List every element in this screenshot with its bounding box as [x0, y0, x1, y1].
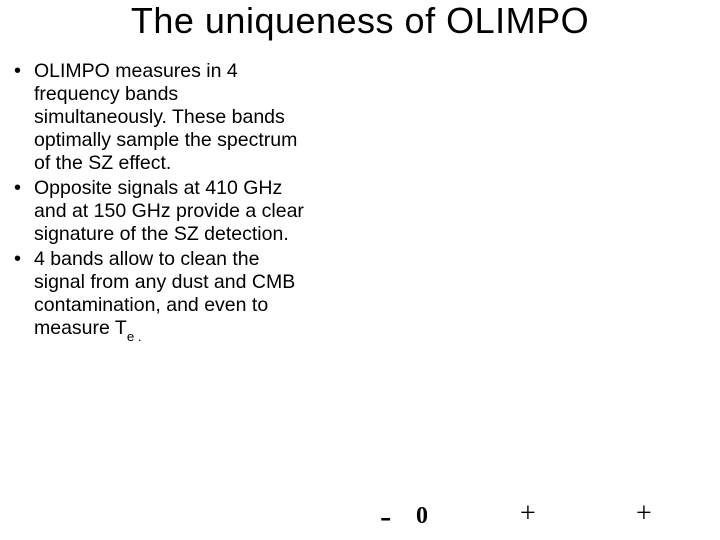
- bullet-text: OLIMPO measures in 4 frequency bands sim…: [34, 60, 297, 174]
- slide: The uniqueness of OLIMPO OLIMPO measures…: [0, 0, 720, 540]
- list-item: OLIMPO measures in 4 frequency bands sim…: [12, 60, 308, 175]
- plus-symbol: +: [520, 498, 536, 530]
- list-item: Opposite signals at 410 GHz and at 150 G…: [12, 177, 308, 246]
- subscript-Te: e .: [127, 329, 142, 344]
- minus-symbol: -: [380, 504, 391, 530]
- list-item: 4 bands allow to clean the signal from a…: [12, 248, 308, 343]
- slide-title: The uniqueness of OLIMPO: [0, 0, 720, 42]
- bullet-list: OLIMPO measures in 4 frequency bands sim…: [12, 60, 308, 345]
- plus-symbol: +: [636, 498, 652, 530]
- bullet-text: Opposite signals at 410 GHz and at 150 G…: [34, 177, 304, 245]
- zero-symbol: 0: [416, 503, 428, 530]
- bullet-text: 4 bands allow to clean the signal from a…: [34, 248, 295, 339]
